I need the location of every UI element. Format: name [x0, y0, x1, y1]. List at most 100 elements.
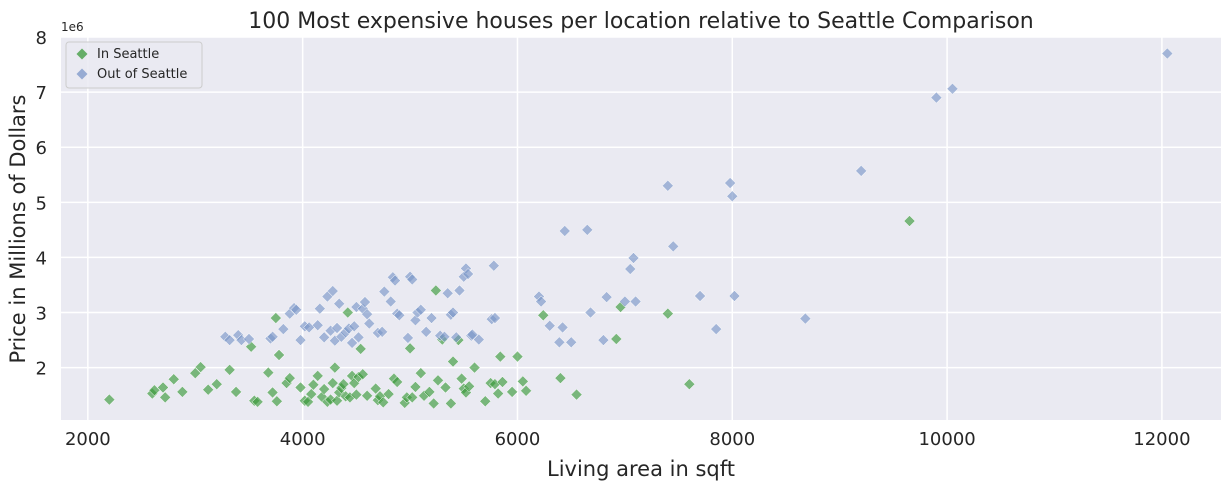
point-in-seattle [382, 388, 395, 400]
x-tick-label: 2000 [65, 429, 111, 450]
x-tick-label: 4000 [280, 429, 326, 450]
y-axis-label: Price in Millions of Dollars [6, 94, 30, 363]
point-out-of-seattle [223, 334, 236, 346]
point-in-seattle [103, 393, 116, 406]
point-in-seattle [468, 361, 481, 374]
x-tick-label: 12000 [1133, 429, 1190, 450]
point-in-seattle [350, 388, 363, 401]
point-out-of-seattle [472, 333, 485, 346]
y-tick-label: 4 [36, 248, 47, 269]
point-in-seattle [406, 391, 419, 404]
point-out-of-seattle [565, 336, 578, 349]
point-in-seattle [307, 378, 320, 391]
point-in-seattle [455, 372, 468, 385]
point-out-of-seattle [489, 312, 501, 324]
plot-background [61, 37, 1221, 420]
y-tick-label: 7 [36, 83, 47, 104]
point-in-seattle [294, 381, 307, 394]
y-tick-label: 5 [36, 193, 47, 214]
point-out-of-seattle [425, 312, 438, 324]
point-in-seattle [354, 343, 367, 355]
point-out-of-seattle [535, 295, 547, 308]
point-in-seattle [337, 378, 350, 391]
x-tick-label: 8000 [709, 429, 755, 450]
point-out-of-seattle [453, 284, 466, 297]
point-out-of-seattle [389, 274, 401, 287]
point-out-of-seattle [543, 319, 556, 332]
point-out-of-seattle [556, 321, 569, 334]
point-out-of-seattle [402, 332, 414, 344]
point-in-seattle [326, 377, 339, 389]
point-in-seattle [361, 389, 373, 402]
point-in-seattle [391, 376, 404, 388]
point-out-of-seattle [420, 325, 433, 338]
point-in-seattle [377, 396, 390, 409]
point-in-seattle [903, 215, 916, 227]
point-out-of-seattle [667, 240, 680, 253]
point-in-seattle [245, 340, 257, 353]
y-tick-label: 2 [36, 359, 47, 380]
point-in-seattle [537, 309, 550, 322]
point-in-seattle [202, 383, 215, 396]
point-in-seattle [269, 312, 282, 324]
point-out-of-seattle [363, 317, 376, 330]
point-out-of-seattle [629, 295, 642, 308]
point-out-of-seattle [313, 302, 326, 315]
point-out-of-seattle [277, 323, 290, 335]
point-in-seattle [414, 367, 427, 380]
point-out-of-seattle [414, 303, 427, 316]
point-in-seattle [683, 378, 696, 391]
point-out-of-seattle [661, 179, 674, 192]
point-in-seattle [427, 397, 440, 410]
point-in-seattle [189, 367, 202, 380]
point-out-of-seattle [331, 322, 343, 334]
point-in-seattle [262, 366, 275, 379]
legend-label-out-of-seattle: Out of Seattle [97, 67, 187, 82]
point-in-seattle [506, 386, 518, 398]
point-in-seattle [283, 372, 296, 384]
point-in-seattle [494, 350, 507, 363]
point-out-of-seattle [266, 330, 279, 343]
point-in-seattle [554, 372, 567, 384]
point-in-seattle [230, 386, 242, 398]
point-out-of-seattle [393, 309, 406, 322]
point-out-of-seattle [294, 334, 307, 346]
point-out-of-seattle [726, 190, 739, 203]
point-in-seattle [511, 350, 524, 363]
point-in-seattle [157, 381, 169, 394]
legend-marker-in-seattle [76, 48, 88, 60]
point-in-seattle [404, 342, 416, 355]
point-out-of-seattle [624, 263, 637, 275]
point-out-of-seattle [600, 291, 613, 303]
point-out-of-seattle [946, 82, 959, 95]
x-axis-label: Living area in sqft [547, 457, 735, 481]
point-in-seattle [492, 387, 505, 400]
point-in-seattle [305, 388, 318, 400]
point-out-of-seattle [406, 273, 419, 286]
point-out-of-seattle [361, 308, 373, 321]
point-out-of-seattle [855, 165, 868, 177]
point-in-seattle [311, 370, 324, 382]
y-tick-label: 3 [36, 304, 47, 325]
point-out-of-seattle [799, 312, 812, 325]
point-in-seattle [302, 395, 314, 408]
point-in-seattle [271, 395, 283, 408]
x-tick-label: 6000 [495, 429, 541, 450]
point-in-seattle [520, 384, 532, 397]
point-in-seattle [516, 375, 529, 388]
point-out-of-seattle [597, 334, 610, 346]
point-in-seattle [194, 361, 207, 373]
point-out-of-seattle [346, 336, 358, 349]
point-out-of-seattle [584, 306, 597, 319]
legend-box [65, 41, 203, 89]
point-in-seattle [661, 307, 674, 320]
point-in-seattle [341, 306, 354, 319]
y-offset-label: 1e6 [61, 20, 84, 34]
point-out-of-seattle [333, 297, 346, 310]
point-in-seattle [176, 386, 189, 398]
point-in-seattle [423, 386, 436, 398]
legend-label-in-seattle: In Seattle [97, 47, 159, 62]
point-in-seattle [429, 284, 442, 297]
data-points [103, 47, 1174, 410]
point-out-of-seattle [487, 259, 500, 272]
